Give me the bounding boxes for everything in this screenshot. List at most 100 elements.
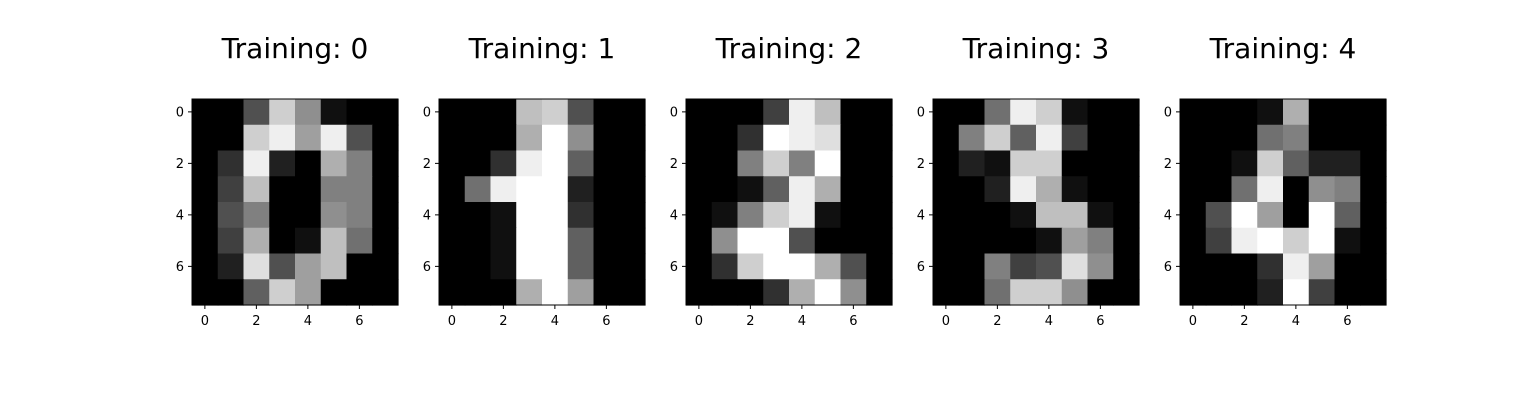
pixel-cell [1334, 202, 1361, 229]
pixel-cell [464, 150, 492, 177]
pixel-cell [567, 176, 595, 203]
pixel-cell [958, 150, 986, 177]
pixel-cell [243, 176, 270, 203]
pixel-cell [490, 279, 517, 306]
pixel-cell [295, 279, 322, 306]
pixel-cell [1360, 202, 1387, 229]
pixel-cell [1257, 279, 1284, 306]
pixel-cell [320, 124, 348, 152]
x-tick-label: 6 [849, 314, 857, 329]
pixel-cell [840, 99, 867, 126]
pixel-cell [789, 279, 816, 306]
pixel-cell [866, 150, 893, 177]
pixel-cell [567, 150, 595, 177]
pixel-cell [516, 150, 543, 177]
pixel-cell [490, 150, 517, 177]
panel-title: Training: 0 [221, 32, 369, 65]
pixel-cell [686, 124, 713, 152]
pixel-cell [346, 227, 373, 255]
pixel-cell [567, 124, 595, 152]
pixel-cell [1036, 150, 1063, 177]
pixel-cell [269, 99, 296, 126]
pixel-cell [866, 253, 893, 280]
pixel-cell [686, 227, 713, 255]
pixel-cell [295, 176, 322, 203]
pixel-cell [1360, 124, 1387, 152]
pixel-cell [1113, 253, 1140, 280]
pixel-cell [1283, 99, 1310, 126]
pixel-cell [737, 279, 764, 306]
pixel-cell [490, 253, 517, 280]
pixel-cell [1010, 202, 1037, 229]
pixel-cell [814, 279, 842, 306]
pixel-cell [1061, 253, 1089, 280]
pixel-cell [1087, 176, 1114, 203]
pixel-cell [593, 150, 620, 177]
pixel-cell [984, 124, 1011, 152]
pixel-cell [567, 253, 595, 280]
pixel-cell [1061, 227, 1089, 255]
pixel-cell [1283, 176, 1310, 203]
pixel-cell [1205, 176, 1233, 203]
pixel-cell [464, 124, 492, 152]
axes-frame [191, 98, 399, 306]
pixel-cell [1334, 99, 1361, 126]
pixel-cell [1036, 99, 1063, 126]
pixel-cell [217, 150, 245, 177]
pixel-cell [346, 279, 373, 306]
pixel-cell [516, 253, 543, 280]
pixel-cell [1231, 176, 1258, 203]
pixel-cell [1360, 279, 1387, 306]
pixel-cell [814, 202, 842, 229]
y-tick-label: 6 [176, 260, 184, 275]
pixel-cell [1205, 99, 1233, 126]
pixel-cell [763, 279, 790, 306]
pixel-cell [269, 176, 296, 203]
pixel-cell [958, 176, 986, 203]
panel-title: Training: 2 [715, 32, 863, 65]
pixel-cell [1283, 253, 1310, 280]
pixel-cell [1036, 202, 1063, 229]
panel-title: Training: 1 [468, 32, 616, 65]
pixel-cell [1205, 124, 1233, 152]
pixel-cell [1283, 227, 1310, 255]
pixel-cell [320, 202, 348, 229]
pixel-cell [840, 253, 867, 280]
pixel-cell [711, 279, 739, 306]
pixel-cell [567, 279, 595, 306]
pixel-cell [1308, 227, 1336, 255]
y-tick-label: 6 [917, 260, 925, 275]
pixel-cell [439, 227, 466, 255]
pixel-cell [619, 150, 646, 177]
x-tick-label: 4 [304, 314, 312, 329]
pixel-cell [619, 202, 646, 229]
pixel-cell [1061, 124, 1089, 152]
pixel-cell [567, 227, 595, 255]
pixel-cell [346, 99, 373, 126]
pixel-cell [711, 150, 739, 177]
pixel-cell [439, 279, 466, 306]
pixel-cell [542, 202, 569, 229]
pixel-cell [866, 202, 893, 229]
pixel-cell [1180, 202, 1207, 229]
pixel-cell [737, 124, 764, 152]
panel-title: Training: 4 [1209, 32, 1357, 65]
pixel-cell [192, 227, 219, 255]
pixel-cell [1283, 124, 1310, 152]
pixel-cell [840, 176, 867, 203]
y-tick-label: 2 [423, 157, 431, 172]
pixel-cell [320, 279, 348, 306]
pixel-cell [1036, 279, 1063, 306]
pixel-cell [295, 202, 322, 229]
digit-panel-2: Training: 2 0 2 4 6 0 2 4 6 [670, 32, 893, 329]
pixel-cell [1231, 150, 1258, 177]
pixel-cell [439, 202, 466, 229]
pixel-cell [1334, 124, 1361, 152]
pixel-cell [1113, 124, 1140, 152]
pixel-cell [269, 124, 296, 152]
pixel-cell [542, 150, 569, 177]
pixel-cell [1334, 150, 1361, 177]
pixel-cell [1231, 227, 1258, 255]
x-tick-label: 0 [1189, 314, 1197, 329]
x-tick-label: 0 [942, 314, 950, 329]
